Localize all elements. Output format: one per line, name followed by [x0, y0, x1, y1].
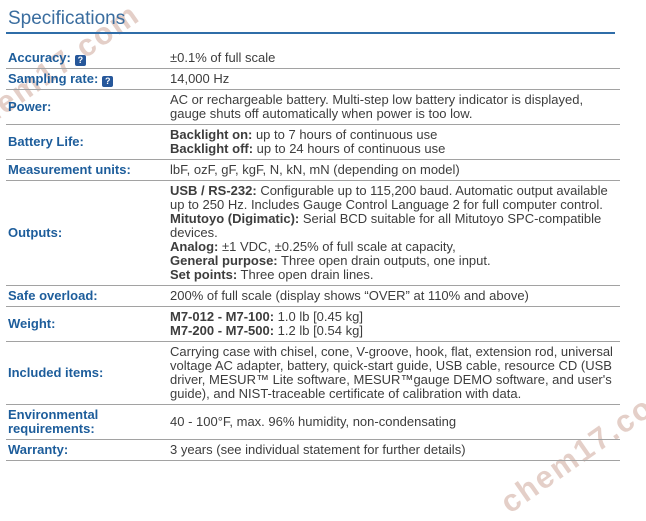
spec-row: Accuracy:? ±0.1% of full scale [6, 48, 620, 69]
spec-row: Sampling rate:? 14,000 Hz [6, 69, 620, 90]
spec-label: Safe overload: [8, 288, 98, 303]
spec-row: Measurement units: lbF, ozF, gF, kgF, N, … [6, 160, 620, 181]
spec-label-cell: Battery Life: [6, 135, 170, 149]
spec-label-cell: Warranty: [6, 443, 170, 457]
spec-row: Environmental requirements: 40 - 100°F, m… [6, 405, 620, 440]
spec-label: Accuracy: [8, 50, 71, 65]
spec-value-cell: ±0.1% of full scale [170, 51, 620, 65]
spec-value-cell: USB / RS-232: Configurable up to 115,200… [170, 184, 620, 282]
spec-value-paragraph: lbF, ozF, gF, kgF, N, kN, mN (depending … [170, 162, 460, 177]
spec-label: Sampling rate: [8, 71, 99, 86]
spec-value-paragraph: Backlight off: up to 24 hours of continu… [170, 141, 446, 156]
spec-label: Measurement units: [8, 162, 131, 177]
spec-label: Power: [8, 99, 52, 114]
spec-row: Battery Life: Backlight on: up to 7 hours… [6, 125, 620, 160]
spec-label: Included items: [8, 365, 104, 380]
spec-value-paragraph: ±0.1% of full scale [170, 50, 276, 65]
spec-value-cell: 14,000 Hz [170, 72, 620, 86]
spec-label-cell: Outputs: [6, 226, 170, 240]
spec-label: Weight: [8, 316, 56, 331]
spec-value-paragraph: M7-200 - M7-500: 1.2 lb [0.54 kg] [170, 323, 363, 338]
spec-row: Warranty: 3 years (see individual stateme… [6, 440, 620, 461]
spec-value-paragraph: Carrying case with chisel, cone, V-groov… [170, 344, 613, 401]
spec-value-paragraph: 14,000 Hz [170, 71, 230, 86]
page-header: Specifications [6, 8, 615, 34]
spec-label: Warranty: [8, 442, 69, 457]
spec-label-cell: Sampling rate:? [6, 71, 170, 87]
page-title: Specifications [8, 8, 126, 29]
spec-value-cell: lbF, ozF, gF, kgF, N, kN, mN (depending … [170, 163, 620, 177]
spec-value-paragraph: 3 years (see individual statement for fu… [170, 442, 466, 457]
spec-label-cell: Power: [6, 100, 170, 114]
spec-value-cell: Carrying case with chisel, cone, V-groov… [170, 345, 620, 401]
spec-value-cell: M7-012 - M7-100: 1.0 lb [0.45 kg] M7-200 … [170, 310, 620, 338]
spec-table: Accuracy:? ±0.1% of full scale Sampling ra… [6, 48, 620, 461]
spec-value-paragraph: Mitutoyo (Digimatic): Serial BCD suitabl… [170, 211, 602, 240]
spec-label-cell: Measurement units: [6, 163, 170, 177]
spec-value-cell: 200% of full scale (display shows “OVER”… [170, 289, 620, 303]
spec-value-paragraph: 200% of full scale (display shows “OVER”… [170, 288, 529, 303]
spec-value-cell: 40 - 100°F, max. 96% humidity, non-conde… [170, 415, 620, 429]
spec-label-cell: Accuracy:? [6, 50, 170, 66]
help-icon[interactable]: ? [74, 55, 86, 66]
spec-value-paragraph: 40 - 100°F, max. 96% humidity, non-conde… [170, 414, 457, 429]
spec-row: Safe overload: 200% of full scale (displa… [6, 286, 620, 307]
spec-value-cell: AC or rechargeable battery. Multi-step l… [170, 93, 620, 121]
spec-value-cell: Backlight on: up to 7 hours of continuou… [170, 128, 620, 156]
spec-row: Included items: Carrying case with chisel… [6, 342, 620, 405]
spec-label: Outputs: [8, 225, 63, 240]
spec-label-cell: Included items: [6, 366, 170, 380]
spec-value-cell: 3 years (see individual statement for fu… [170, 443, 620, 457]
spec-row: Power: AC or rechargeable battery. Multi-… [6, 90, 620, 125]
spec-label-cell: Safe overload: [6, 289, 170, 303]
spec-label-cell: Weight: [6, 317, 170, 331]
spec-value-paragraph: M7-012 - M7-100: 1.0 lb [0.45 kg] [170, 309, 363, 324]
spec-value-paragraph: AC or rechargeable battery. Multi-step l… [170, 92, 584, 121]
spec-value-paragraph: USB / RS-232: Configurable up to 115,200… [170, 183, 608, 212]
spec-page: Specifications Accuracy:? ±0.1% of full s… [6, 8, 620, 461]
spec-row: Weight: M7-012 - M7-100: 1.0 lb [0.45 kg]… [6, 307, 620, 342]
spec-value-paragraph: General purpose: Three open drain output… [170, 253, 491, 268]
spec-label-cell: Environmental requirements: [6, 408, 170, 436]
spec-value-paragraph: Set points: Three open drain lines. [170, 267, 374, 282]
spec-label: Environmental requirements: [8, 407, 99, 436]
spec-label: Battery Life: [8, 134, 84, 149]
spec-value-paragraph: Analog: ±1 VDC, ±0.25% of full scale at … [170, 239, 456, 254]
spec-value-paragraph: Backlight on: up to 7 hours of continuou… [170, 127, 438, 142]
help-icon[interactable]: ? [102, 76, 114, 87]
spec-row: Outputs: USB / RS-232: Configurable up to… [6, 181, 620, 286]
